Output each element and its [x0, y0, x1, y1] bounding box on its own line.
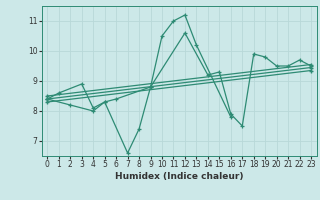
X-axis label: Humidex (Indice chaleur): Humidex (Indice chaleur) — [115, 172, 244, 181]
